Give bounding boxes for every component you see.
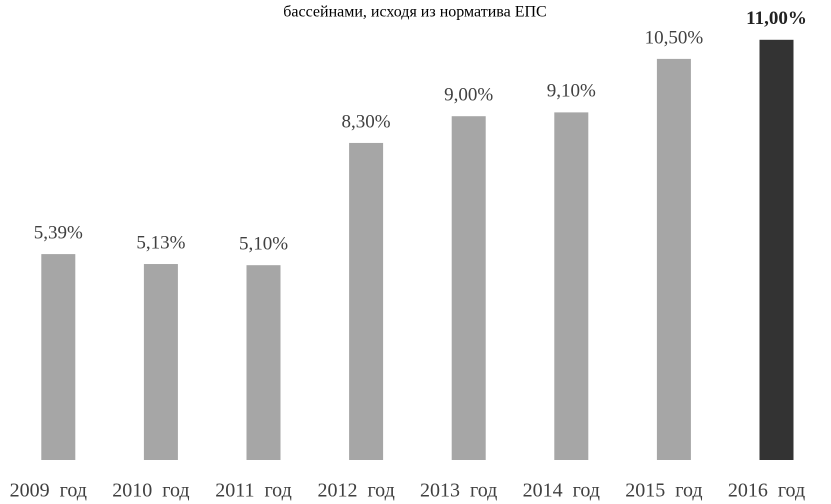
value-label: 8,30%: [342, 111, 391, 132]
x-tick-label: 2012 год: [317, 480, 394, 502]
value-label: 5,13%: [136, 232, 185, 253]
x-tick-label: 2014 год: [523, 480, 600, 502]
x-tick-label: 2013 год: [420, 480, 497, 502]
value-label: 9,10%: [547, 81, 596, 102]
x-tick-label: 2010 год: [112, 480, 189, 502]
bar: [41, 254, 76, 460]
bar: [143, 264, 178, 460]
value-label: 11,00%: [746, 8, 807, 29]
chart-title: бассейнами, исходя из норматива ЕПС: [283, 4, 546, 21]
bar: [554, 112, 589, 460]
bar: [451, 116, 486, 460]
value-label: 10,50%: [645, 27, 704, 48]
x-tick-label: 2011 год: [215, 480, 292, 502]
bar: [656, 58, 691, 461]
value-label: 9,00%: [444, 85, 493, 106]
value-label: 5,39%: [34, 222, 83, 243]
bar: [759, 39, 794, 461]
bar: [246, 265, 281, 460]
bar: [349, 142, 384, 460]
x-tick-label: 2009 год: [10, 480, 87, 502]
value-label: 5,10%: [239, 234, 288, 255]
x-tick-label: 2016 год: [728, 480, 805, 502]
x-tick-label: 2015 год: [625, 480, 702, 502]
